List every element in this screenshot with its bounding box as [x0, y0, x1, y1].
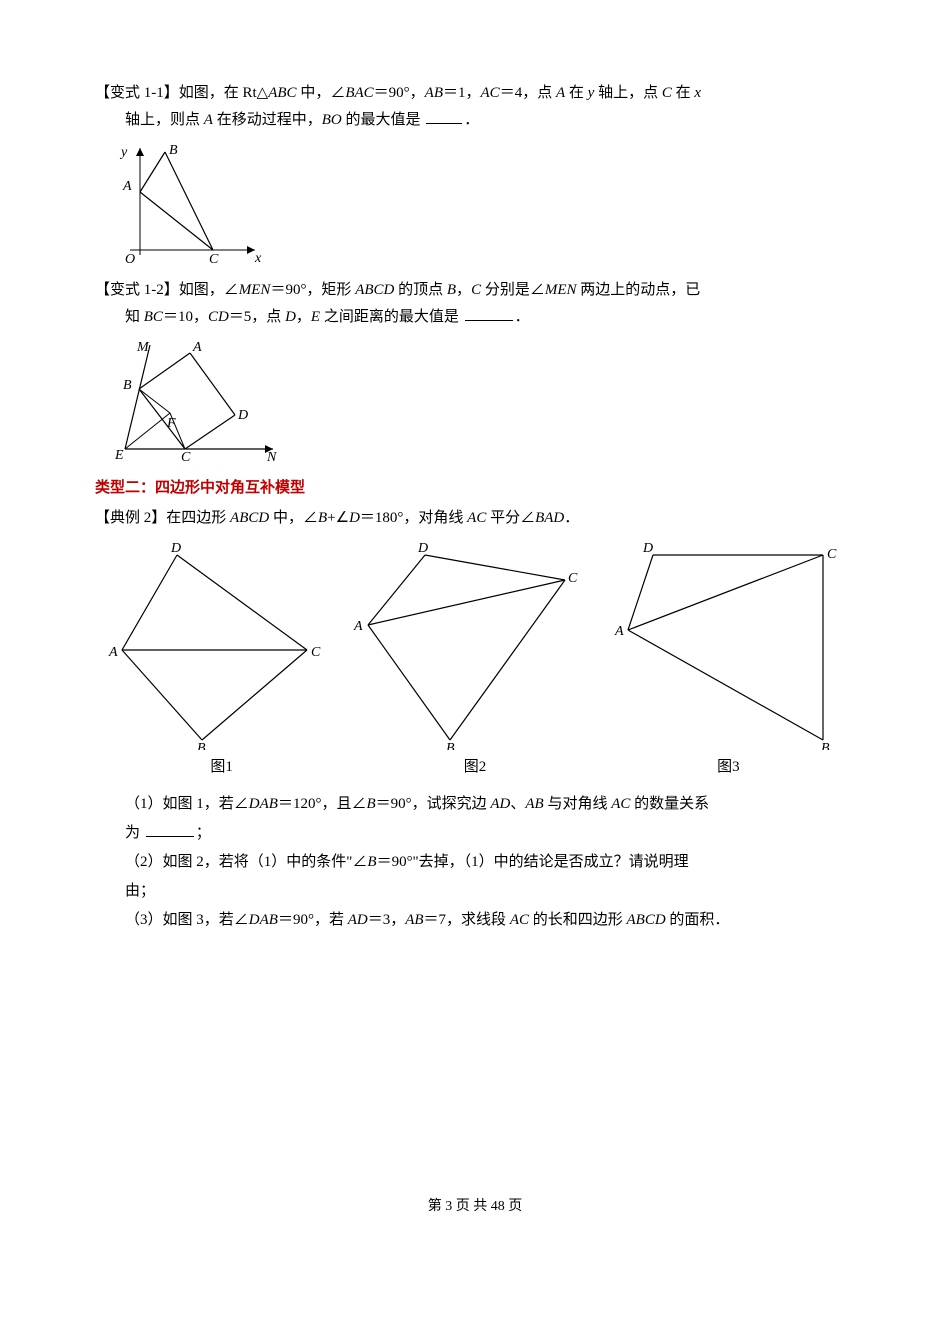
caption-3: 图3 — [603, 754, 854, 781]
figure-captions: 图1 图2 图3 — [95, 754, 855, 781]
svg-text:B: B — [169, 143, 178, 158]
svg-text:A: A — [122, 179, 132, 194]
subq-1: （1）如图 1，若∠DAB＝120°，且∠B＝90°，试探究边 AD、AB 与对… — [95, 791, 855, 818]
page-footer: 第 3 页 共 48 页 — [95, 1194, 855, 1219]
problem-1-2: 【变式 1-2】如图，∠MEN＝90°，矩形 ABCD 的顶点 B，C 分别是∠… — [95, 277, 855, 462]
figures-row: D A C B D A C B D C A B — [95, 540, 855, 750]
label: 【变式 1-2】 — [95, 282, 179, 298]
figure-ex2-2: D A C B — [350, 540, 590, 750]
blank-1-2 — [465, 306, 513, 321]
svg-text:O: O — [125, 252, 135, 265]
figure-1-1: y B A O C x — [115, 140, 855, 265]
problem-1-1-text: 【变式 1-1】如图，在 Rt△ABC 中，∠BAC＝90°，AB＝1，AC＝4… — [95, 80, 855, 107]
example-2: 【典例 2】在四边形 ABCD 中，∠B+∠D＝180°，对角线 AC 平分∠B… — [95, 505, 855, 934]
svg-text:y: y — [119, 145, 128, 160]
svg-text:B: B — [446, 741, 455, 750]
svg-text:M: M — [136, 340, 150, 355]
svg-text:E: E — [115, 448, 124, 462]
problem-1-1-line2: 轴上，则点 A 在移动过程中，BO 的最大值是 ． — [95, 107, 855, 134]
figure-ex2-3: D C A B — [613, 540, 843, 750]
caption-1: 图1 — [96, 754, 347, 781]
problem-1-2-line2: 知 BC＝10，CD＝5，点 D，E 之间距离的最大值是 ． — [95, 304, 855, 331]
subq-2-line2: 由； — [95, 878, 855, 905]
subq-3: （3）如图 3，若∠DAB＝90°，若 AD＝3，AB＝7，求线段 AC 的长和… — [95, 907, 855, 934]
svg-text:D: D — [237, 408, 248, 423]
svg-text:C: C — [311, 645, 321, 660]
figure-ex2-1: D A C B — [107, 540, 327, 750]
svg-text:B: B — [821, 741, 830, 750]
blank-q1 — [146, 822, 194, 837]
svg-text:B: B — [123, 378, 132, 393]
figure-1-2: M A B F D E C N — [115, 337, 855, 462]
svg-text:D: D — [417, 541, 428, 556]
svg-text:D: D — [642, 541, 653, 556]
svg-text:A: A — [353, 619, 363, 634]
svg-text:C: C — [209, 252, 219, 265]
svg-text:B: B — [197, 741, 206, 750]
blank-1-1 — [426, 109, 462, 124]
subq-2: （2）如图 2，若将（1）中的条件"∠B＝90°"去掉，（1）中的结论是否成立？… — [95, 849, 855, 876]
svg-text:N: N — [266, 450, 277, 462]
svg-text:A: A — [108, 645, 118, 660]
svg-text:D: D — [170, 541, 181, 556]
svg-text:C: C — [827, 547, 837, 562]
problem-1-2-text: 【变式 1-2】如图，∠MEN＝90°，矩形 ABCD 的顶点 B，C 分别是∠… — [95, 277, 855, 304]
svg-text:A: A — [192, 340, 202, 355]
label: 【典例 2】 — [95, 510, 166, 526]
subq-1-line2: 为 ； — [95, 820, 855, 847]
svg-text:F: F — [166, 416, 176, 431]
example-2-text: 【典例 2】在四边形 ABCD 中，∠B+∠D＝180°，对角线 AC 平分∠B… — [95, 505, 855, 532]
section-title: 类型二：四边形中对角互补模型 — [95, 474, 855, 501]
label: 【变式 1-1】 — [95, 85, 179, 101]
svg-text:A: A — [614, 624, 624, 639]
svg-text:x: x — [254, 251, 262, 265]
svg-text:C: C — [568, 571, 578, 586]
caption-2: 图2 — [350, 754, 601, 781]
problem-1-1: 【变式 1-1】如图，在 Rt△ABC 中，∠BAC＝90°，AB＝1，AC＝4… — [95, 80, 855, 265]
svg-text:C: C — [181, 450, 191, 462]
